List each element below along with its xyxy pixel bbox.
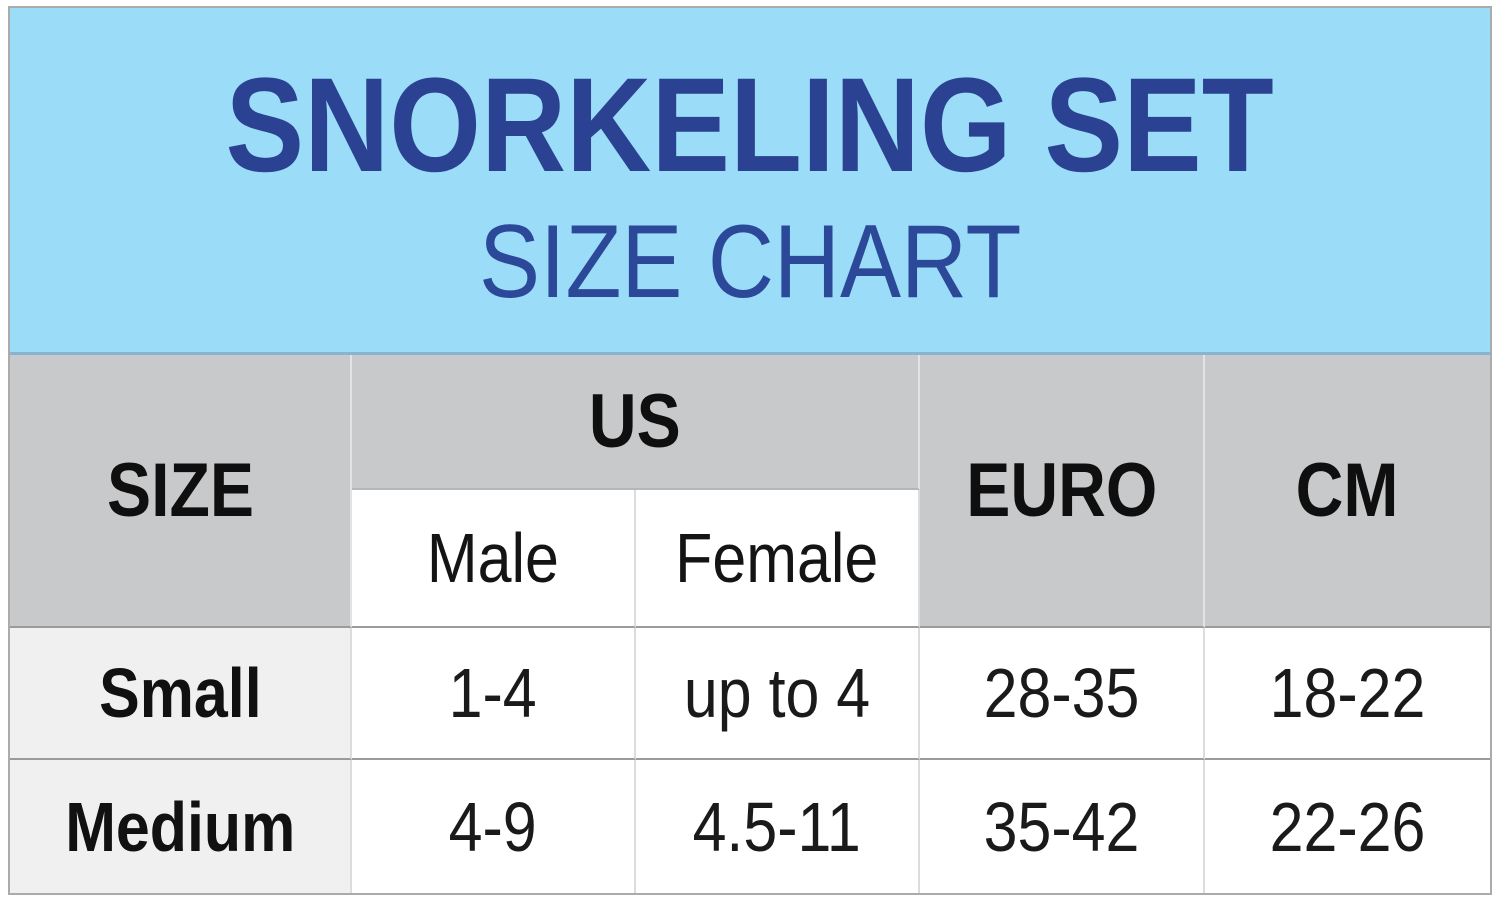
banner: SNORKELING SET SIZE CHART [10, 8, 1490, 355]
row-medium-us-male-cell: 4-9 [352, 760, 636, 893]
row-medium-size-cell: Medium [10, 760, 352, 893]
col-header-us-female: Female [636, 490, 920, 628]
col-header-us-female-label: Female [675, 519, 879, 597]
row-medium-cm-cell: 22-26 [1205, 760, 1490, 893]
row-small-size-label: Small [98, 654, 262, 732]
row-medium-cm-value: 22-26 [1269, 787, 1426, 866]
row-small-cm-cell: 18-22 [1205, 628, 1490, 760]
col-header-us-male: Male [352, 490, 636, 628]
row-small-size-cell: Small [10, 628, 352, 760]
row-medium-us-female-value: 4.5-11 [692, 787, 862, 866]
chart-title: SNORKELING SET [225, 50, 1275, 200]
size-chart-frame: SNORKELING SET SIZE CHART SIZE US Male F… [8, 6, 1492, 895]
chart-subtitle: SIZE CHART [478, 204, 1022, 321]
row-medium-size-label: Medium [64, 787, 296, 866]
size-table: SIZE US Male Female EURO CM Small [10, 355, 1490, 893]
row-medium-us-male-value: 4-9 [448, 787, 538, 866]
row-small-us-male-cell: 1-4 [352, 628, 636, 760]
col-header-euro: EURO [920, 355, 1205, 628]
col-header-cm-label: CM [1296, 448, 1399, 533]
row-small-us-female-value: up to 4 [683, 654, 871, 732]
row-medium-euro-value: 35-42 [983, 787, 1140, 866]
col-header-us-male-label: Male [426, 519, 559, 597]
row-small-cm-value: 18-22 [1269, 654, 1426, 732]
row-medium-us-female-cell: 4.5-11 [636, 760, 920, 893]
row-small-euro-value: 28-35 [983, 654, 1140, 732]
row-medium-euro-cell: 35-42 [920, 760, 1205, 893]
col-header-cm: CM [1205, 355, 1490, 628]
col-header-us: US [352, 355, 920, 490]
row-small-euro-cell: 28-35 [920, 628, 1205, 760]
row-small-us-female-cell: up to 4 [636, 628, 920, 760]
col-header-size-label: SIZE [106, 448, 254, 533]
row-small-us-male-value: 1-4 [448, 654, 538, 732]
col-header-us-label: US [589, 379, 681, 464]
col-header-size: SIZE [10, 355, 352, 628]
col-header-euro-label: EURO [965, 448, 1158, 533]
